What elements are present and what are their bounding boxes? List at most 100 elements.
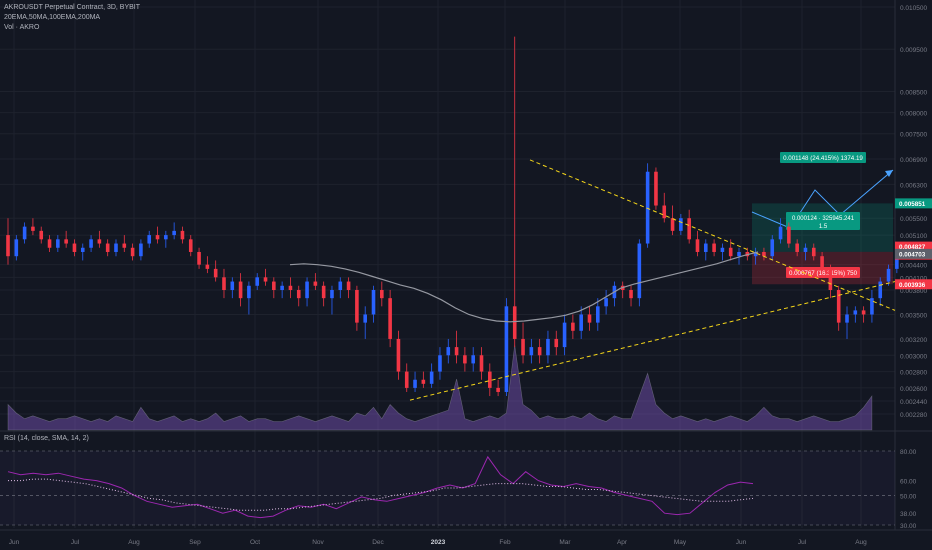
candle-body: [330, 290, 334, 299]
candle: [703, 239, 708, 261]
candle-body: [238, 281, 243, 299]
candle-body: [404, 371, 409, 388]
candle-body: [14, 239, 19, 257]
candle: [205, 256, 210, 274]
candle: [853, 306, 858, 323]
candle-body: [703, 243, 708, 252]
candle: [828, 264, 833, 299]
candle: [604, 290, 608, 315]
price-tick-label: 0.008000: [900, 111, 927, 118]
candle: [579, 306, 583, 339]
rsi-tick-label: 38.00: [900, 511, 917, 518]
candle-body: [529, 347, 534, 356]
price-label: 0.005851: [899, 201, 926, 208]
candle-body: [39, 230, 44, 240]
candle-body: [105, 243, 110, 252]
candle: [679, 213, 683, 236]
moving-average-legend: 20EMA,50MA,100EMA,200MA: [4, 14, 101, 21]
candle-body: [22, 226, 27, 240]
candle: [438, 347, 442, 380]
candle: [595, 298, 600, 331]
candle-body: [255, 277, 260, 286]
candle: [753, 247, 758, 265]
candle-body: [363, 314, 368, 323]
candle: [886, 264, 891, 286]
candle-body: [47, 239, 52, 248]
candle-body: [421, 379, 426, 384]
candle-body: [130, 247, 135, 257]
candle-body: [512, 306, 517, 339]
candle-body: [6, 235, 10, 257]
candle: [255, 273, 260, 290]
candle-body: [56, 239, 60, 248]
price-tick-label: 0.008500: [900, 89, 927, 96]
candle-body: [720, 247, 725, 252]
price-label-box: [895, 279, 932, 290]
candle-body: [679, 218, 683, 231]
candle-body: [388, 298, 392, 339]
price-label-box: [895, 198, 932, 209]
candle-body: [554, 338, 559, 348]
candle: [280, 281, 284, 299]
candle: [770, 235, 775, 261]
price-tick-label: 0.003800: [900, 288, 927, 295]
candle-body: [380, 290, 384, 299]
candle-body: [778, 226, 783, 240]
candle: [695, 230, 700, 257]
candle-body: [820, 256, 824, 269]
candle-body: [845, 314, 849, 323]
center-label-ratio: 1.5: [819, 224, 828, 230]
candle: [272, 277, 276, 299]
candle-body: [579, 314, 583, 331]
time-tick-label: 2023: [431, 539, 446, 546]
time-tick-label: Apr: [617, 539, 628, 546]
candle-body: [321, 285, 326, 299]
candle-body: [296, 290, 301, 299]
candle: [230, 277, 235, 299]
candle-body: [438, 355, 442, 372]
candle-body: [853, 310, 858, 315]
candle: [80, 243, 85, 261]
candle-body: [787, 226, 791, 244]
candle: [429, 363, 434, 388]
rsi-tick-label: 50.00: [900, 493, 917, 500]
candle: [247, 281, 251, 315]
candle-body: [870, 298, 874, 315]
candle: [529, 338, 534, 364]
candle: [488, 363, 492, 397]
candle: [164, 230, 168, 248]
candle: [56, 235, 60, 252]
candle-body: [737, 251, 741, 257]
candle: [114, 239, 118, 257]
candle: [139, 239, 143, 261]
candle-body: [471, 355, 475, 364]
candle: [238, 273, 243, 307]
candle: [222, 268, 226, 299]
candle-body: [288, 285, 293, 290]
candle-body: [280, 285, 284, 290]
candle-body: [213, 268, 218, 278]
chart-title-legend: AKROUSDT Perpetual Contract, 3D, BYBIT: [4, 4, 141, 11]
candle-body: [645, 171, 650, 244]
candle-body: [31, 226, 35, 231]
candle: [479, 347, 484, 380]
price-tick-label: 0.002440: [900, 399, 927, 406]
candle-body: [247, 285, 251, 299]
candle: [654, 167, 658, 210]
candle-body: [188, 239, 193, 252]
candle: [512, 36, 517, 348]
candles: [6, 36, 899, 397]
candle-body: [147, 235, 152, 244]
time-tick-label: Nov: [312, 539, 324, 546]
candle: [105, 239, 110, 257]
rsi-tick-label: 30.00: [900, 523, 917, 530]
candle: [471, 347, 475, 372]
candle-body: [80, 247, 85, 252]
candle-body: [795, 243, 799, 252]
candle-body: [895, 251, 899, 269]
candle: [380, 281, 384, 307]
candle-body: [205, 264, 210, 269]
candle: [687, 209, 691, 244]
candle: [836, 285, 841, 331]
